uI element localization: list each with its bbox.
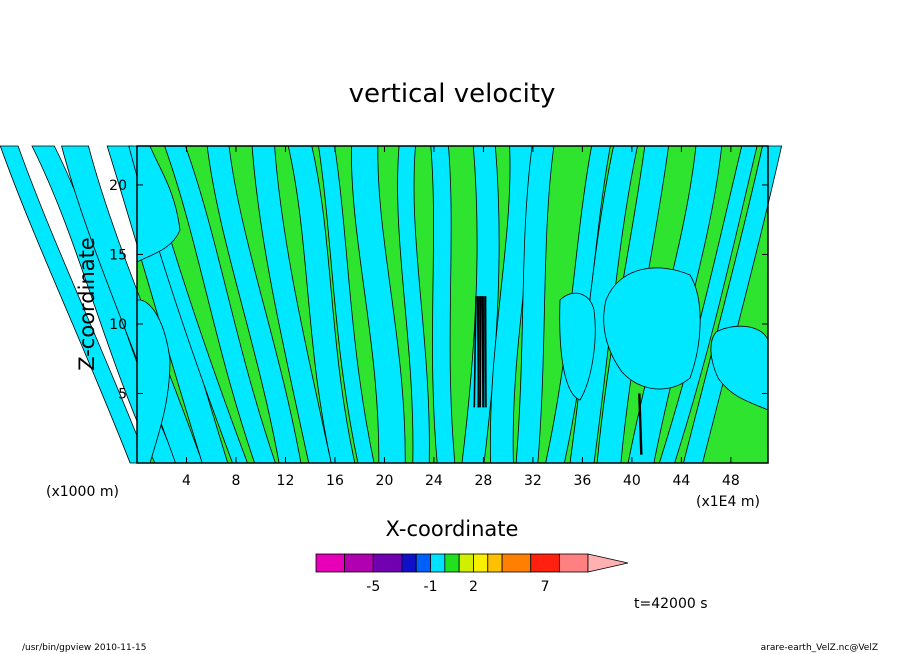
colorbar-swatch <box>587 553 629 573</box>
field-region <box>710 325 769 411</box>
x-unit-left: (x1000 m) <box>46 484 119 500</box>
field-region <box>603 267 701 390</box>
field-region <box>559 292 596 401</box>
time-label: t=42000 s <box>634 596 708 612</box>
x-tick-label: 40 <box>623 473 641 489</box>
x-tick-label: 44 <box>672 473 690 489</box>
colorbar-swatch <box>444 553 460 573</box>
x-tick-label: 28 <box>475 473 493 489</box>
colorbar-swatch <box>315 553 346 573</box>
x-tick-label: 12 <box>277 473 295 489</box>
y-tick-label: 20 <box>109 178 127 194</box>
y-tick-label: 5 <box>118 386 127 402</box>
x-tick-label: 48 <box>722 473 740 489</box>
field-stroke <box>473 296 477 408</box>
x-tick-label: 24 <box>425 473 443 489</box>
field-region <box>136 145 181 263</box>
field-stroke <box>479 296 482 408</box>
y-axis-ticks: 5 10 15 20 <box>109 178 768 402</box>
footer-right: arare-earth_VelZ.nc@VelZ <box>760 643 878 653</box>
footer-left: /usr/bin/gpview 2010-11-15 <box>22 643 147 653</box>
field-region <box>136 299 171 464</box>
field-stroke <box>481 296 484 408</box>
colorbar-label: 7 <box>541 579 550 595</box>
plot-area <box>0 145 783 464</box>
field-stroke <box>477 296 480 408</box>
y-axis-label: Z-coordinate <box>75 237 99 371</box>
x-tick-label: 8 <box>232 473 241 489</box>
x-tick-label: 20 <box>376 473 394 489</box>
field-band <box>0 145 149 464</box>
x-axis-ticks: 4 8 12 16 20 24 28 32 36 40 44 48 <box>182 146 740 489</box>
field-stroke <box>638 393 643 455</box>
colorbar-labels: -5 -1 2 7 <box>366 579 549 595</box>
colorbar-swatch <box>558 553 589 573</box>
y-tick-label: 10 <box>109 317 127 333</box>
colorbar-swatch <box>473 553 489 573</box>
colorbar-label: 2 <box>469 579 478 595</box>
x-axis-label: X-coordinate <box>386 517 519 541</box>
x-tick-label: 16 <box>326 473 344 489</box>
velocity-field <box>0 145 783 464</box>
colorbar-swatch <box>530 553 560 573</box>
x-tick-label: 36 <box>573 473 591 489</box>
colorbar-swatch <box>487 553 503 573</box>
chart-title: vertical velocity <box>349 79 556 109</box>
colorbar-swatch <box>344 553 374 573</box>
colorbar-swatch <box>401 553 417 573</box>
colorbar-swatch <box>430 553 446 573</box>
colorbar-swatch <box>372 553 403 573</box>
x-tick-label: 4 <box>182 473 191 489</box>
x-tick-label: 32 <box>524 473 542 489</box>
plot-frame <box>136 145 769 464</box>
colorbar-label: -5 <box>366 579 380 595</box>
x-unit-right: (x1E4 m) <box>696 494 760 510</box>
colorbar <box>315 553 629 573</box>
colorbar-swatch <box>501 553 532 573</box>
colorbar-swatch <box>458 553 474 573</box>
colorbar-swatch <box>415 553 431 573</box>
colorbar-label: -1 <box>424 579 438 595</box>
y-tick-label: 15 <box>109 247 127 263</box>
